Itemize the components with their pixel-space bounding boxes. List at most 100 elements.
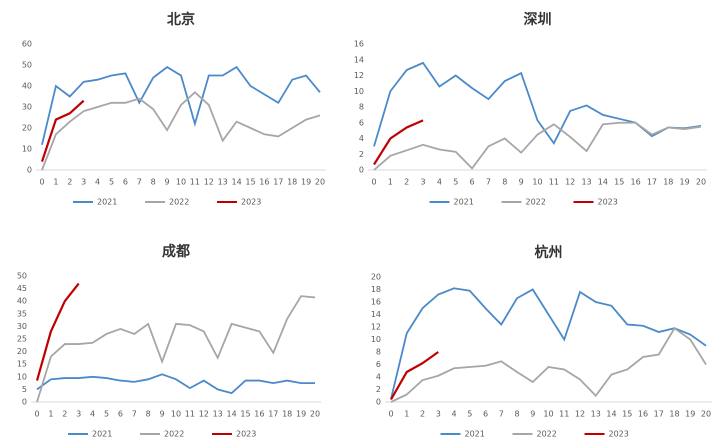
y-tick-label: 0 (359, 166, 364, 175)
x-tick-label: 17 (268, 410, 278, 419)
legend-label: 2021 (454, 198, 474, 207)
y-tick-label: 8 (359, 103, 364, 112)
y-tick-label: 4 (376, 373, 381, 382)
y-tick-label: 16 (354, 40, 364, 49)
x-tick-label: 6 (483, 410, 488, 419)
x-tick-label: 0 (39, 178, 44, 187)
x-tick-label: 13 (581, 178, 591, 187)
y-tick-label: 2 (376, 385, 381, 394)
x-tick-label: 14 (598, 178, 608, 187)
series-line (390, 326, 707, 403)
x-tick-label: 15 (245, 178, 255, 187)
x-tick-label: 15 (622, 410, 632, 419)
y-tick-label: 0 (27, 166, 32, 175)
x-tick-label: 16 (638, 410, 648, 419)
y-tick-label: 12 (354, 71, 364, 80)
x-tick-label: 15 (614, 178, 624, 187)
x-tick-label: 4 (90, 410, 95, 419)
x-tick-label: 17 (273, 178, 283, 187)
x-tick-label: 5 (109, 178, 114, 187)
x-tick-label: 6 (118, 410, 123, 419)
x-tick-label: 13 (213, 410, 223, 419)
y-tick-label: 40 (22, 82, 32, 91)
x-tick-label: 8 (151, 178, 156, 187)
x-tick-label: 10 (543, 410, 553, 419)
x-tick-label: 19 (685, 410, 695, 419)
y-tick-label: 60 (22, 40, 32, 49)
legend-label: 2021 (465, 430, 485, 439)
x-tick-label: 16 (259, 178, 269, 187)
y-tick-label: 12 (371, 323, 381, 332)
y-tick-label: 16 (371, 298, 381, 307)
x-tick-label: 9 (530, 410, 535, 419)
x-tick-label: 4 (437, 178, 442, 187)
x-tick-label: 2 (420, 410, 425, 419)
y-tick-label: 20 (17, 347, 27, 356)
x-tick-label: 18 (282, 410, 292, 419)
y-tick-label: 20 (22, 124, 32, 133)
legend-label: 2022 (169, 198, 189, 207)
y-tick-label: 0 (22, 398, 27, 407)
y-tick-label: 15 (17, 360, 27, 369)
x-tick-label: 17 (647, 178, 657, 187)
y-tick-label: 20 (371, 273, 381, 282)
x-tick-label: 19 (680, 178, 690, 187)
y-tick-label: 45 (17, 284, 27, 293)
x-tick-label: 19 (296, 410, 306, 419)
x-tick-label: 14 (606, 410, 616, 419)
x-tick-label: 0 (388, 410, 393, 419)
x-tick-label: 5 (467, 410, 472, 419)
series-line (390, 287, 707, 400)
x-tick-label: 7 (132, 410, 137, 419)
x-tick-label: 13 (218, 178, 228, 187)
x-tick-label: 16 (254, 410, 264, 419)
x-tick-label: 7 (486, 178, 491, 187)
x-tick-label: 6 (123, 178, 128, 187)
series-line (36, 295, 316, 403)
x-tick-label: 0 (371, 178, 376, 187)
x-tick-label: 11 (190, 178, 200, 187)
series-line (40, 99, 85, 162)
x-tick-label: 3 (436, 410, 441, 419)
x-tick-label: 19 (301, 178, 311, 187)
legend-label: 2023 (241, 198, 261, 207)
x-tick-label: 8 (146, 410, 151, 419)
series-line (36, 373, 315, 395)
legend-label: 2023 (598, 198, 618, 207)
x-tick-label: 6 (470, 178, 475, 187)
x-tick-label: 13 (591, 410, 601, 419)
x-tick-label: 2 (67, 178, 72, 187)
x-tick-label: 1 (388, 178, 393, 187)
legend-label: 2023 (236, 430, 256, 439)
chart-title: 成都 (162, 243, 190, 260)
legend-label: 2022 (526, 198, 546, 207)
x-tick-label: 7 (137, 178, 142, 187)
y-tick-label: 4 (359, 134, 364, 143)
x-tick-label: 1 (48, 410, 53, 419)
chart-title: 杭州 (535, 244, 563, 261)
y-tick-label: 18 (371, 285, 381, 294)
x-tick-label: 3 (76, 410, 81, 419)
x-tick-label: 11 (185, 410, 195, 419)
x-tick-label: 10 (176, 178, 186, 187)
y-tick-label: 10 (354, 87, 364, 96)
series-line (35, 282, 80, 381)
y-tick-label: 50 (22, 61, 32, 70)
y-tick-label: 14 (354, 55, 364, 64)
x-tick-label: 8 (502, 178, 507, 187)
y-tick-label: 6 (359, 118, 364, 127)
y-tick-label: 10 (22, 145, 32, 154)
x-tick-label: 12 (204, 178, 214, 187)
y-tick-label: 30 (22, 103, 32, 112)
y-tick-label: 10 (17, 372, 27, 381)
x-tick-label: 14 (227, 410, 237, 419)
x-tick-label: 9 (165, 178, 170, 187)
x-tick-label: 20 (701, 410, 711, 419)
x-tick-label: 1 (53, 178, 58, 187)
x-tick-label: 5 (453, 178, 458, 187)
series-line (390, 351, 439, 401)
x-tick-label: 18 (287, 178, 297, 187)
y-tick-label: 6 (376, 360, 381, 369)
x-tick-label: 15 (240, 410, 250, 419)
y-tick-label: 40 (17, 297, 27, 306)
